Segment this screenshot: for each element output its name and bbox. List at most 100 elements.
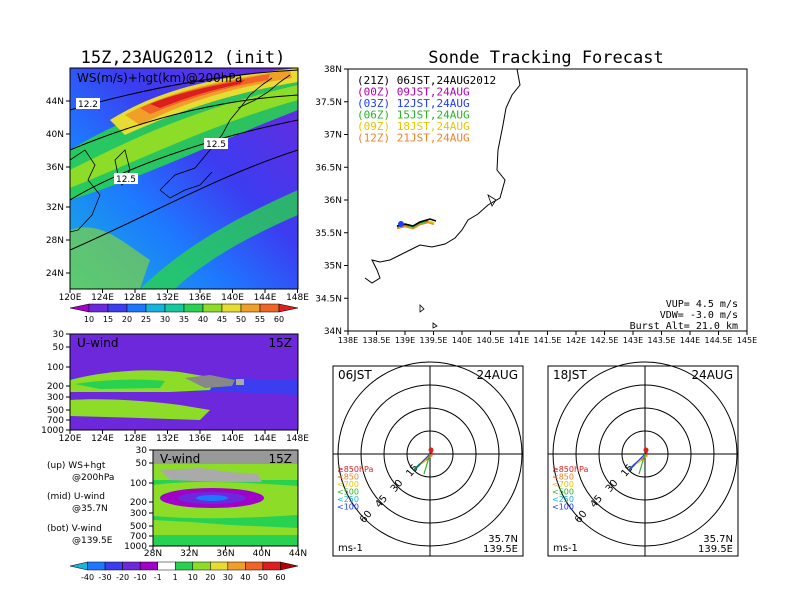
colorbar-label: -1 xyxy=(154,573,162,582)
colorbar-label: 1 xyxy=(173,573,178,582)
pressure-legend-entry: ≥850hPa xyxy=(337,465,374,474)
lon-tick-label: 143E xyxy=(623,336,643,345)
burst-alt-text: Burst Alt= 21.0 km xyxy=(630,321,738,332)
lat-tick-label: 35N xyxy=(324,262,342,272)
lon-tick-label: 139.5E xyxy=(420,336,448,345)
lat-tick-label: 28N xyxy=(144,549,162,559)
colorbar-label: 30 xyxy=(223,573,233,582)
colorbar-label: 45 xyxy=(217,315,227,324)
lon-tick-label: 139E xyxy=(395,336,415,345)
colorbar-swatch xyxy=(240,303,261,313)
lon-tick-label: 144E xyxy=(254,293,277,303)
lon-tick-label: 120E xyxy=(59,434,82,444)
colorbar-swatch xyxy=(174,561,194,571)
colorbar-swatch xyxy=(227,561,246,571)
lat-tick-label: 44N xyxy=(46,97,64,107)
lon-tick-label: 144.5E xyxy=(705,336,733,345)
v-wind-time: 15Z xyxy=(269,452,293,466)
lon-tick-label: 132E xyxy=(156,293,179,303)
colorbar-swatch xyxy=(88,303,109,313)
lon-tick-label: 142.5E xyxy=(591,336,619,345)
colorbar-label: -40 xyxy=(81,573,94,582)
lon-tick-label: 128E xyxy=(124,293,147,303)
pressure-tick-label: 200 xyxy=(47,382,64,392)
vdw-text: VDW= -3.0 m/s xyxy=(660,310,738,321)
colorbar-swatch xyxy=(192,561,211,571)
colorbar-swatch xyxy=(157,561,176,571)
track-legend-entry: (06Z) 15JST,24AUG xyxy=(357,109,470,122)
colorbar-label: 50 xyxy=(258,573,268,582)
hodograph-lon: 139.5E xyxy=(483,544,518,555)
panel-legend-notes: (up) WS+hgt @200hPa (mid) U-wind @35.7N … xyxy=(47,461,114,546)
note-bot-line1: (bot) V-wind xyxy=(47,524,102,534)
colorbar-swatch xyxy=(69,561,88,571)
lon-tick-label: 124E xyxy=(91,434,114,444)
contour-label: 12.2 xyxy=(78,100,98,110)
hodograph-lat: 35.7N xyxy=(703,534,733,545)
lat-tick-label: 44N xyxy=(289,549,307,559)
lon-tick-label: 140.5E xyxy=(477,336,505,345)
track-legend-entry: (12Z) 21JST,24AUG xyxy=(357,132,470,145)
map-lon-ticks: 120E 124E 128E 132E 136E 140E 144E 148E xyxy=(59,289,309,303)
pressure-tick-label: 50 xyxy=(136,459,148,469)
lat-tick-label: 38N xyxy=(324,65,342,75)
lon-tick-label: 142E xyxy=(566,336,586,345)
left-title: 15Z,23AUG2012 (init) xyxy=(81,48,286,68)
pressure-tick-label: 1000 xyxy=(124,542,147,552)
track-lon-ticks: 138E 138.5E 139E 139.5E 140E 140.5E 141E 141.5E… xyxy=(338,331,757,345)
hodograph-date: 24AUG xyxy=(691,368,733,382)
track-legend-entry: (21Z) 06JST,24AUG2012 xyxy=(357,74,496,87)
note-up-line2: @200hPa xyxy=(72,473,114,483)
pressure-legend-entry: <500 xyxy=(552,488,574,497)
hodograph-unit: ms-1 xyxy=(553,543,578,554)
pressure-tick-label: 1000 xyxy=(41,426,64,436)
lat-tick-label: 34.5N xyxy=(315,294,342,304)
pressure-tick-label: 300 xyxy=(130,509,147,519)
lon-tick-label: 141E xyxy=(509,336,529,345)
colorbar-label: 15 xyxy=(103,315,113,324)
colorbar-label: 55 xyxy=(255,315,265,324)
colorbar-label: 50 xyxy=(236,315,246,324)
colorbar-swatch xyxy=(145,303,166,313)
lon-tick-label: 132E xyxy=(156,434,179,444)
pressure-tick-label: 500 xyxy=(47,406,64,416)
pressure-legend-entry: <500 xyxy=(337,488,359,497)
lon-tick-label: 138E xyxy=(338,336,358,345)
track-legend: (21Z) 06JST,24AUG2012(00Z) 09JST,24AUG (0… xyxy=(357,74,496,145)
v-lat-ticks: 28N 32N 36N 40N 44N xyxy=(144,546,307,559)
lat-tick-label: 36.5N xyxy=(315,163,342,173)
colorbar-label: 40 xyxy=(240,573,250,582)
pressure-tick-label: 30 xyxy=(136,446,148,456)
lat-tick-label: 32N xyxy=(180,549,198,559)
lat-tick-label: 35.5N xyxy=(315,229,342,239)
track-legend-entry: (00Z) 09JST,24AUG xyxy=(357,86,470,99)
u-wind-label: U-wind xyxy=(77,336,118,350)
wind-trace-segment xyxy=(628,453,646,471)
colorbar-label: -30 xyxy=(99,573,112,582)
contour-label: 12.5 xyxy=(116,175,136,185)
colorbar-swatch xyxy=(278,303,299,313)
lat-tick-label: 37N xyxy=(324,131,342,141)
colorbar-swatch xyxy=(104,561,123,571)
pressure-tick-label: 30 xyxy=(53,330,65,340)
pressure-tick-label: 100 xyxy=(130,479,147,489)
colorbar-swatch xyxy=(69,303,90,313)
pressure-legend-entry: <850 xyxy=(552,473,574,482)
lon-tick-label: 140E xyxy=(452,336,472,345)
vup-text: VUP= 4.5 m/s xyxy=(666,299,738,310)
lon-tick-label: 136E xyxy=(189,293,212,303)
lat-tick-label: 36N xyxy=(324,196,342,206)
v-wind-label: V-wind xyxy=(160,452,200,466)
wind-trace-segment xyxy=(413,453,431,471)
colorbar-label: 35 xyxy=(179,315,189,324)
colorbar-swatch xyxy=(126,303,147,313)
colorbar-swatch xyxy=(183,303,204,313)
lon-tick-label: 144E xyxy=(680,336,700,345)
hodograph-date: 24AUG xyxy=(476,368,518,382)
lat-tick-label: 34N xyxy=(324,327,342,337)
lon-tick-label: 144E xyxy=(254,434,277,444)
lon-tick-label: 124E xyxy=(91,293,114,303)
